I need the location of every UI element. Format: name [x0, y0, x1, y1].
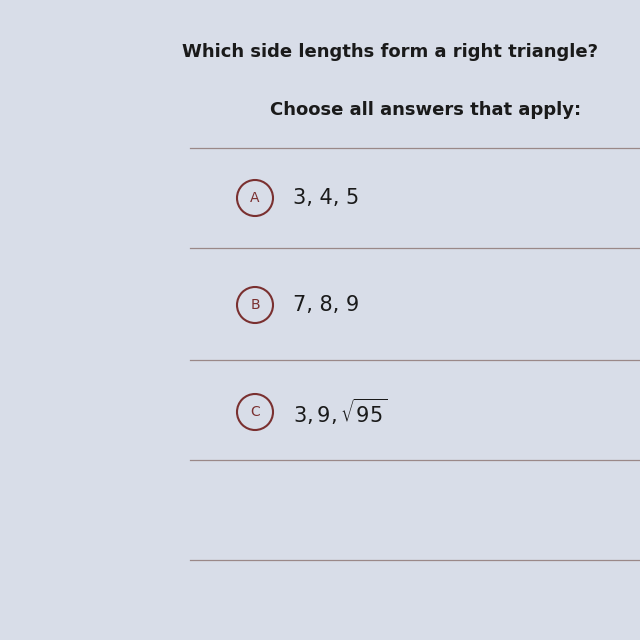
Text: 3, 4, 5: 3, 4, 5: [293, 188, 359, 208]
Text: Which side lengths form a right triangle?: Which side lengths form a right triangle…: [182, 43, 598, 61]
Text: 7, 8, 9: 7, 8, 9: [293, 295, 359, 315]
Text: Choose all answers that apply:: Choose all answers that apply:: [270, 101, 581, 119]
Text: C: C: [250, 405, 260, 419]
Text: B: B: [250, 298, 260, 312]
Text: $3, 9, \sqrt{95}$: $3, 9, \sqrt{95}$: [293, 397, 387, 427]
Text: A: A: [250, 191, 260, 205]
